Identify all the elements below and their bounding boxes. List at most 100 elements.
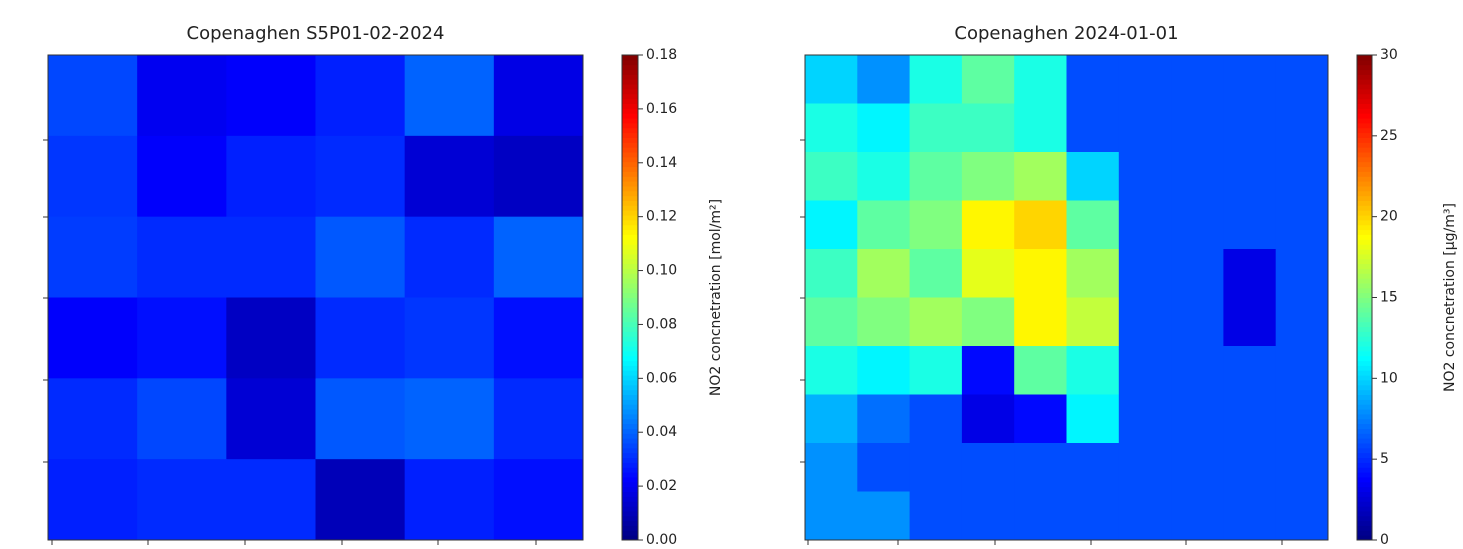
colorbar-strip	[1357, 98, 1372, 104]
colorbar-tick-label: 0.12	[646, 209, 677, 225]
colorbar-strip	[622, 413, 638, 420]
colorbar-strip	[1357, 161, 1372, 168]
colorbar-strip	[1357, 55, 1372, 61]
colorbar-tick-label: 30	[1380, 47, 1398, 63]
heatmap-cell	[315, 297, 406, 379]
colorbar-strip	[1357, 501, 1372, 507]
colorbar-strip	[1357, 79, 1372, 85]
colorbar-strip	[1357, 389, 1372, 395]
heatmap-cell	[1118, 249, 1172, 298]
heatmap-cell	[226, 297, 316, 379]
colorbar-strip	[1357, 515, 1372, 522]
heatmap-cell	[226, 135, 316, 218]
colorbar-strip	[622, 423, 638, 429]
heatmap-cell	[1275, 200, 1329, 250]
heatmap-cell	[1275, 249, 1329, 298]
colorbar-strip	[1357, 268, 1372, 274]
heatmap-cell	[1066, 443, 1120, 492]
colorbar-tick-label: 0	[1380, 532, 1389, 548]
colorbar-strip	[622, 113, 638, 119]
colorbar-strip	[622, 292, 638, 298]
heatmap-cell	[48, 378, 138, 460]
heatmap-cell	[137, 216, 227, 298]
colorbar-strip	[1357, 462, 1372, 468]
colorbar-strip	[1357, 404, 1372, 410]
heatmap-cell	[1014, 249, 1067, 298]
heatmap-cell	[1223, 103, 1277, 153]
colorbar-strip	[622, 525, 638, 531]
colorbar-strip	[622, 156, 638, 163]
heatmap-cell	[857, 346, 911, 395]
heatmap-cell	[961, 152, 1015, 201]
colorbar-strip	[622, 103, 638, 109]
heatmap-cell	[48, 216, 138, 298]
colorbar-strip	[1357, 413, 1372, 420]
colorbar-strip	[622, 273, 638, 279]
heatmap-cell	[1014, 394, 1067, 444]
heatmap-cell	[961, 249, 1015, 298]
colorbar-label: NO2 concnetration [µg/m³]	[1442, 203, 1458, 392]
colorbar-strip	[1357, 122, 1372, 129]
colorbar-strip	[622, 287, 638, 294]
heatmap-cell	[1223, 200, 1277, 250]
heatmap-cell	[493, 459, 584, 541]
colorbar-strip	[1357, 496, 1372, 502]
colorbar-strip	[622, 510, 638, 517]
heatmap-cell	[1223, 152, 1277, 201]
heatmap-cell	[1223, 346, 1277, 395]
colorbar-strip	[1357, 200, 1372, 206]
heatmap-cell	[1066, 55, 1120, 104]
heatmap-cell	[857, 55, 911, 104]
colorbar-tick-label: 0.18	[646, 47, 677, 63]
heatmap-cell	[1118, 491, 1172, 541]
heatmap-cell	[226, 459, 316, 541]
colorbar-tick-label: 0.16	[646, 101, 677, 117]
colorbar-strip	[1357, 287, 1372, 294]
heatmap-cell	[1066, 297, 1120, 347]
heatmap-cell	[1171, 200, 1224, 250]
colorbar-strip	[1357, 171, 1372, 177]
heatmap-cell	[493, 297, 584, 379]
colorbar-strip	[622, 268, 638, 274]
colorbar-strip	[1357, 147, 1372, 153]
colorbar-strip	[622, 190, 638, 197]
colorbar-strip	[622, 59, 638, 66]
colorbar-strip	[1357, 447, 1372, 454]
colorbar-strip	[622, 253, 638, 260]
colorbar-strip	[622, 447, 638, 454]
colorbar-strip	[1357, 103, 1372, 109]
heatmap-cell	[1118, 200, 1172, 250]
heatmap-cell	[1118, 346, 1172, 395]
heatmap-cell	[961, 297, 1015, 347]
heatmap-cell	[1118, 297, 1172, 347]
heatmap-cell	[1014, 346, 1067, 395]
heatmap-cell	[909, 346, 963, 395]
colorbar-strip	[1357, 93, 1372, 100]
heatmap-cell	[1275, 152, 1329, 201]
heatmap-cell	[909, 297, 963, 347]
colorbar-strip	[622, 316, 638, 323]
colorbar-strip	[622, 491, 638, 497]
heatmap-cell	[48, 55, 138, 137]
colorbar-strip	[1357, 399, 1372, 405]
colorbar-strip	[622, 467, 638, 473]
colorbar-strip	[622, 418, 638, 425]
colorbar-strip	[1357, 108, 1372, 114]
colorbar-strip	[1357, 224, 1372, 231]
colorbar-strip	[1357, 205, 1372, 211]
colorbar-strip	[622, 307, 638, 313]
colorbar-strip	[1357, 530, 1372, 536]
colorbar-tick-label: 15	[1380, 290, 1398, 306]
heatmap-cell	[404, 55, 495, 137]
heatmap-cell	[805, 491, 858, 541]
heatmap-cell	[1223, 394, 1277, 444]
heatmap-cell	[857, 249, 911, 298]
colorbar-strip	[622, 258, 638, 265]
colorbar-strip	[622, 69, 638, 75]
heatmap-cell	[1014, 297, 1067, 347]
colorbar-strip	[622, 244, 638, 250]
heatmap-cell	[1118, 394, 1172, 444]
colorbar-strip	[1357, 486, 1372, 492]
heatmap-cell	[404, 135, 495, 218]
